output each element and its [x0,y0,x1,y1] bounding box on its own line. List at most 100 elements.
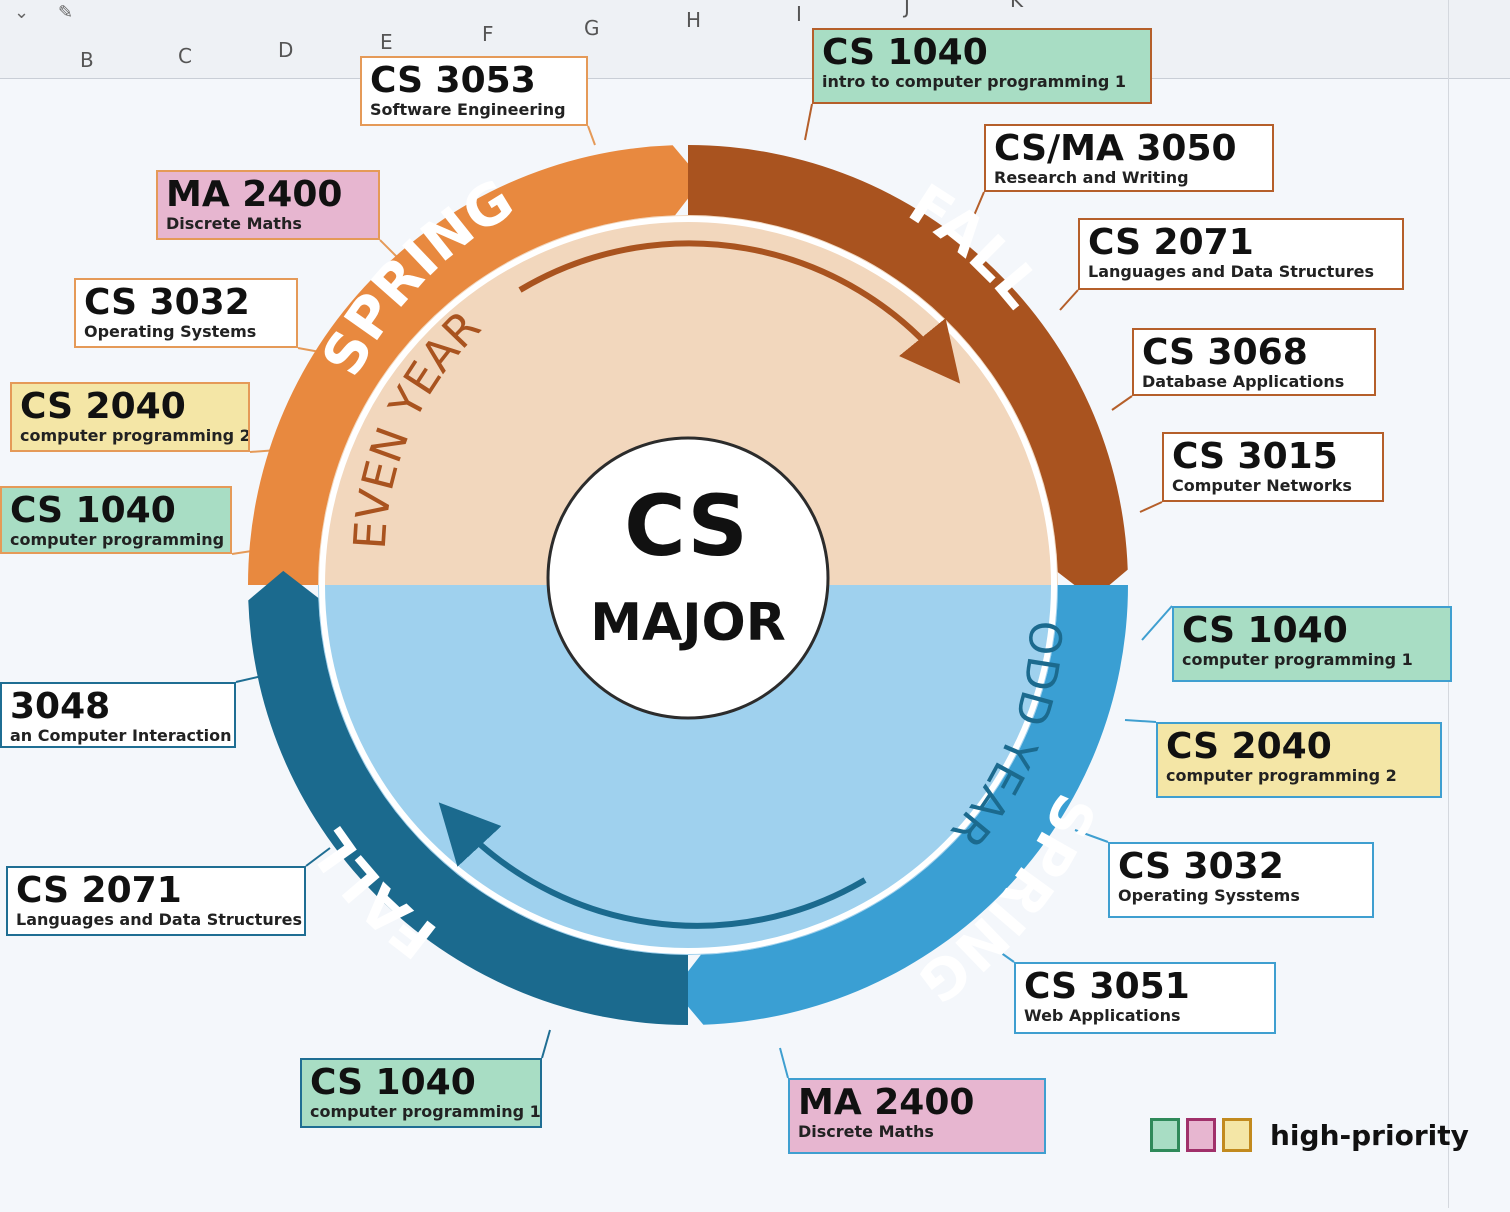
course-box: CS 3032 Operating Sysstems [1108,842,1374,918]
priority-legend: high-priority [1150,1112,1469,1158]
course-box: CS 3053 Software Engineering [360,56,588,126]
column-letter-k[interactable]: K [1010,0,1024,12]
connector-line [379,239,399,259]
semester-ring [248,145,1128,1025]
course-code: CS 3053 [370,60,536,101]
course-box: CS 1040 computer programming 1 [1172,606,1452,682]
column-letter-b[interactable]: B [80,48,94,72]
course-code: CS 1040 [822,32,988,73]
course-code: CS 2071 [16,870,182,911]
connector-line [1059,289,1079,311]
connector-line [804,103,813,141]
course-name: computer programming 1 [10,530,232,549]
legend-swatch-pink [1186,1118,1216,1152]
column-letter-c[interactable]: C [178,44,192,68]
course-box: CS/MA 3050 Research and Writing [984,124,1274,192]
connector-line [989,944,1015,963]
course-box: 3048 an Computer Interaction [0,682,236,748]
course-box: CS 3068 Database Applications [1132,328,1376,396]
course-code: CS 1040 [10,490,176,531]
course-code: CS 2040 [1166,726,1332,767]
even-year-arrow [518,240,961,384]
course-code: MA 2400 [798,1082,975,1123]
ring-segment-spring-top [248,145,703,585]
course-code: MA 2400 [166,174,343,215]
pencil-icon[interactable]: ✎ [58,2,74,23]
course-name: Discrete Maths [166,214,302,233]
connector-line [541,1029,551,1059]
connector-line [1124,719,1157,723]
course-code: CS 3051 [1024,966,1190,1007]
course-code: CS 1040 [310,1062,476,1103]
ring-segment-spring-bottom [673,585,1128,1025]
course-name: Software Engineering [370,100,566,119]
course-box: CS 2071 Languages and Data Structures [1078,218,1404,290]
column-letter-g[interactable]: G [584,16,600,40]
course-code: CS 1040 [1182,610,1348,651]
course-name: computer programming 1 [310,1102,541,1121]
course-code: 3048 [10,686,111,727]
course-code: CS/MA 3050 [994,128,1237,169]
course-box: MA 2400 Discrete Maths [156,170,380,240]
connector-line [587,125,596,146]
course-name: an Computer Interaction [10,726,232,745]
legend-swatch-green [1150,1118,1180,1152]
course-box: MA 2400 Discrete Maths [788,1078,1046,1154]
connector-line [1139,501,1163,513]
center-title: CS [624,477,748,575]
chevron-down-icon[interactable]: ⌄ [14,2,30,23]
course-code: CS 3032 [84,282,250,323]
course-box: CS 1040 intro to computer programming 1 [812,28,1152,104]
connector-line [1141,605,1173,641]
connector-line [1111,395,1133,411]
course-name: computer programming 2 [20,426,250,445]
connector-line [1074,829,1109,843]
course-box: CS 3032 Operating Systems [74,278,298,348]
course-code: CS 3068 [1142,332,1308,373]
connector-line [235,675,263,683]
course-box: CS 3051 Web Applications [1014,962,1276,1034]
even-year-half [318,215,1058,585]
course-code: CS 2040 [20,386,186,427]
legend-swatch-yellow [1222,1118,1252,1152]
spreadsheet-column-header: ⌄ ✎ B C D E F G H I J K [0,0,1510,79]
column-letter-f[interactable]: F [482,22,494,46]
course-code: CS 2071 [1088,222,1254,263]
course-box: CS 2071 Languages and Data Structures [6,866,306,936]
course-box: CS 1040 computer programming 1 [300,1058,542,1128]
connector-line [779,1047,789,1079]
course-name: Discrete Maths [798,1122,934,1141]
course-name: Web Applications [1024,1006,1181,1025]
ring-segment-fall-bottom [248,570,688,1025]
course-name: Database Applications [1142,372,1345,391]
course-name: computer programming 1 [1182,650,1413,669]
course-name: intro to computer programming 1 [822,72,1126,91]
course-name: Research and Writing [994,168,1189,187]
odd-year-arrow [438,802,867,929]
connector-line [969,191,985,226]
center-circle [546,436,830,720]
course-box: CS 2040 computer programming 2 [10,382,250,452]
sheet-right-edge [1448,0,1510,1208]
course-name: Computer Networks [1172,476,1352,495]
course-box: CS 3015 Computer Networks [1162,432,1384,502]
center-subtitle: MAJOR [590,593,786,653]
connector-lines [231,103,1173,1079]
column-letter-j[interactable]: J [904,0,910,18]
column-letter-e[interactable]: E [380,30,393,54]
course-box: CS 1040 computer programming 1 [0,486,232,554]
course-name: Operating Systems [84,322,257,341]
column-letter-h[interactable]: H [686,8,702,32]
connector-line [305,847,331,867]
course-name: Languages and Data Structures [1088,262,1374,281]
course-box: CS 2040 computer programming 2 [1156,722,1442,798]
column-letter-i[interactable]: I [796,2,802,26]
inner-ring-border [319,216,1057,954]
course-code: CS 3032 [1118,846,1284,887]
column-letter-d[interactable]: D [278,38,294,62]
course-name: Languages and Data Structures [16,910,302,929]
course-code: CS 3015 [1172,436,1338,477]
course-name: computer programming 2 [1166,766,1397,785]
